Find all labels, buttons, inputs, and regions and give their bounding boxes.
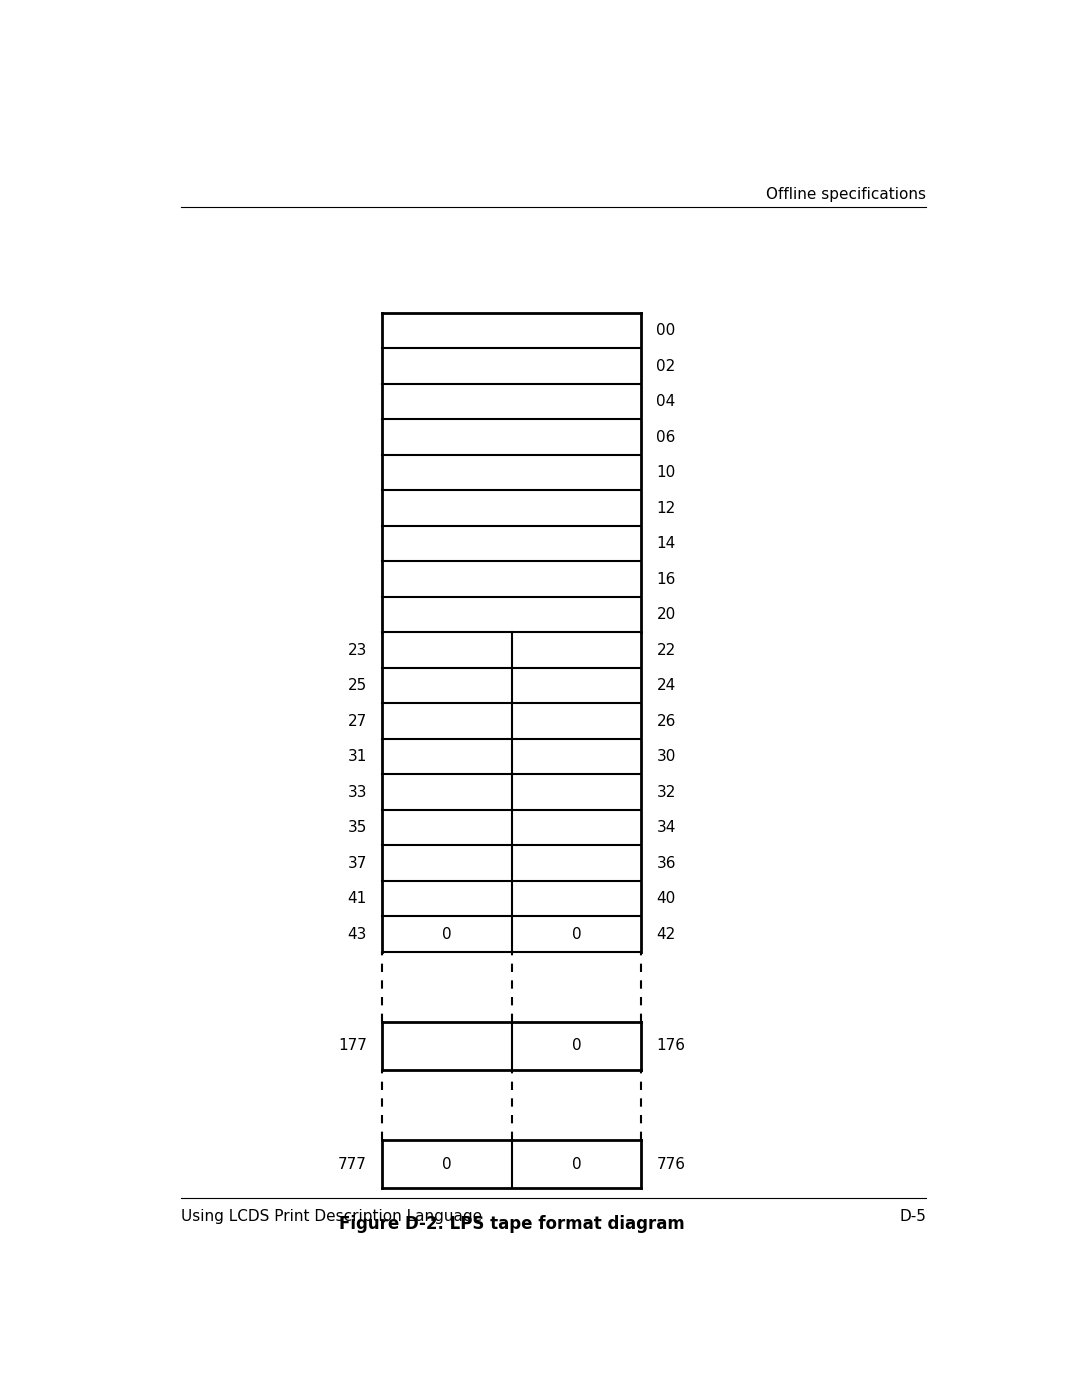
Text: 24: 24 [657,678,676,693]
Text: 41: 41 [348,891,367,907]
Text: 31: 31 [348,749,367,764]
Text: 176: 176 [657,1038,686,1053]
Text: 36: 36 [657,855,676,870]
Text: 42: 42 [657,926,676,942]
Text: 33: 33 [348,785,367,799]
Text: 0: 0 [571,1157,581,1172]
Text: Figure D-2. LPS tape format diagram: Figure D-2. LPS tape format diagram [339,1215,685,1234]
Text: 26: 26 [657,714,676,729]
Text: 06: 06 [657,430,676,444]
Text: 0: 0 [571,1038,581,1053]
Text: 23: 23 [348,643,367,658]
Text: 30: 30 [657,749,676,764]
Text: 16: 16 [657,571,676,587]
Text: 777: 777 [338,1157,367,1172]
Text: 00: 00 [657,323,676,338]
Text: 20: 20 [657,608,676,622]
Text: 35: 35 [348,820,367,835]
Text: D-5: D-5 [899,1208,926,1224]
Text: 25: 25 [348,678,367,693]
Text: 37: 37 [348,855,367,870]
Text: 04: 04 [657,394,676,409]
Text: 14: 14 [657,536,676,550]
Text: 43: 43 [348,926,367,942]
Text: 776: 776 [657,1157,686,1172]
Text: 22: 22 [657,643,676,658]
Text: 12: 12 [657,500,676,515]
Text: 02: 02 [657,359,676,373]
Text: 32: 32 [657,785,676,799]
Text: Using LCDS Print Description Language: Using LCDS Print Description Language [181,1208,482,1224]
Text: 177: 177 [338,1038,367,1053]
Text: 27: 27 [348,714,367,729]
Text: 40: 40 [657,891,676,907]
Text: 0: 0 [571,926,581,942]
Text: Offline specifications: Offline specifications [766,187,926,203]
Text: 10: 10 [657,465,676,481]
Text: 0: 0 [442,926,451,942]
Text: 0: 0 [442,1157,451,1172]
Text: 34: 34 [657,820,676,835]
